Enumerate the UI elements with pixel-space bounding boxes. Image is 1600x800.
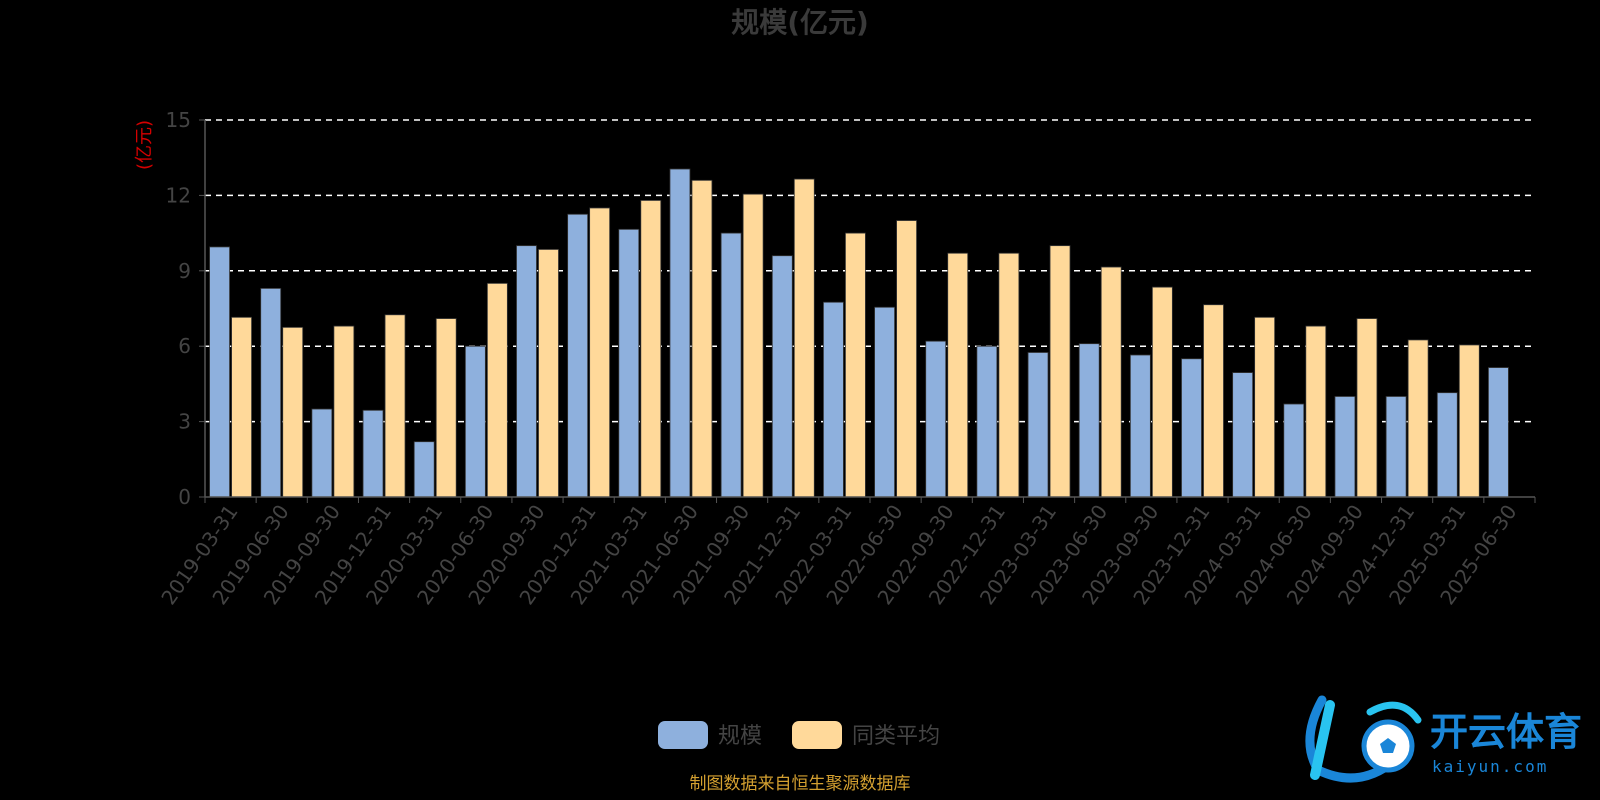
bar-scale — [1385, 396, 1407, 498]
y-tick-label: 9 — [178, 259, 191, 283]
bar-peer-average — [742, 193, 764, 498]
chart-title: 规模(亿元) — [731, 6, 869, 39]
bar-peer-average — [538, 249, 559, 498]
bar-peer-average — [947, 252, 969, 498]
bar-peer-average — [333, 325, 355, 498]
bar-scale — [925, 340, 947, 498]
bar-scale — [618, 228, 640, 498]
bar-peer-average — [793, 178, 815, 498]
bar-peer-average — [1100, 266, 1122, 498]
ball-logo-icon — [1305, 695, 1422, 783]
bar-scale — [311, 408, 333, 498]
y-tick-label: 3 — [178, 410, 191, 434]
bar-peer-average — [896, 220, 917, 498]
bar-scale — [209, 246, 230, 498]
bar-scale — [1078, 343, 1100, 498]
bar-scale — [516, 245, 537, 498]
bar-scale — [1436, 392, 1458, 498]
bar-peer-average — [1407, 339, 1429, 498]
bar-peer-average — [1254, 316, 1276, 498]
legend-label: 规模 — [718, 724, 762, 749]
legend-swatch — [658, 721, 708, 749]
bar-scale — [567, 213, 589, 498]
bar-peer-average — [435, 318, 457, 498]
legend-item-scale[interactable]: 规模 — [658, 721, 762, 749]
bar-peer-average — [998, 252, 1020, 498]
legend-swatch — [792, 721, 842, 749]
bar-peer-average — [384, 314, 406, 498]
bar-scale — [464, 345, 486, 498]
legend-item-peer-average[interactable]: 同类平均 — [792, 721, 940, 749]
y-tick-label: 0 — [178, 485, 191, 509]
bar-peer-average — [1049, 245, 1071, 498]
bar-scale — [823, 301, 844, 498]
bar-scale — [720, 232, 742, 498]
data-source-note: 制图数据来自恒生聚源数据库 — [690, 774, 911, 794]
bar-peer-average — [845, 232, 866, 498]
bar-scale — [1181, 358, 1202, 498]
y-tick-label: 15 — [166, 108, 191, 132]
watermark-brand-cn: 开云体育 — [1430, 710, 1582, 754]
bars — [209, 168, 1509, 498]
bar-peer-average — [691, 179, 713, 498]
bar-scale — [771, 255, 793, 498]
bar-scale — [1334, 396, 1356, 498]
bar-scale — [1232, 372, 1254, 498]
legend[interactable]: 规模 同类平均 — [658, 721, 940, 749]
y-tick-label: 12 — [166, 183, 191, 207]
y-tick-label: 6 — [178, 334, 191, 358]
bar-scale — [362, 409, 384, 498]
bar-peer-average — [1305, 325, 1327, 498]
watermark-logo: 开云体育 kaiyun.com — [1305, 695, 1582, 783]
bar-scale — [669, 168, 691, 498]
bar-peer-average — [231, 316, 252, 498]
bar-peer-average — [1458, 344, 1480, 498]
bar-peer-average — [1356, 318, 1378, 498]
watermark-brand-en: kaiyun.com — [1432, 757, 1548, 776]
bar-scale — [413, 441, 435, 498]
legend-label: 同类平均 — [852, 724, 940, 749]
bar-scale — [260, 287, 282, 498]
bar-peer-average — [1151, 286, 1173, 498]
bar-peer-average — [486, 282, 508, 498]
bar-peer-average — [282, 326, 304, 498]
bar-peer-average — [1203, 304, 1224, 498]
bar-scale — [1027, 352, 1049, 498]
bar-peer-average — [640, 200, 662, 498]
bar-scale — [976, 345, 998, 498]
gridlines — [205, 119, 1535, 423]
bar-peer-average — [589, 207, 611, 498]
bar-scale — [1129, 354, 1151, 498]
y-axis-label: (亿元) — [134, 120, 155, 170]
bar-scale — [1488, 367, 1509, 498]
bar-scale — [1283, 403, 1305, 498]
bar-scale — [874, 306, 895, 498]
